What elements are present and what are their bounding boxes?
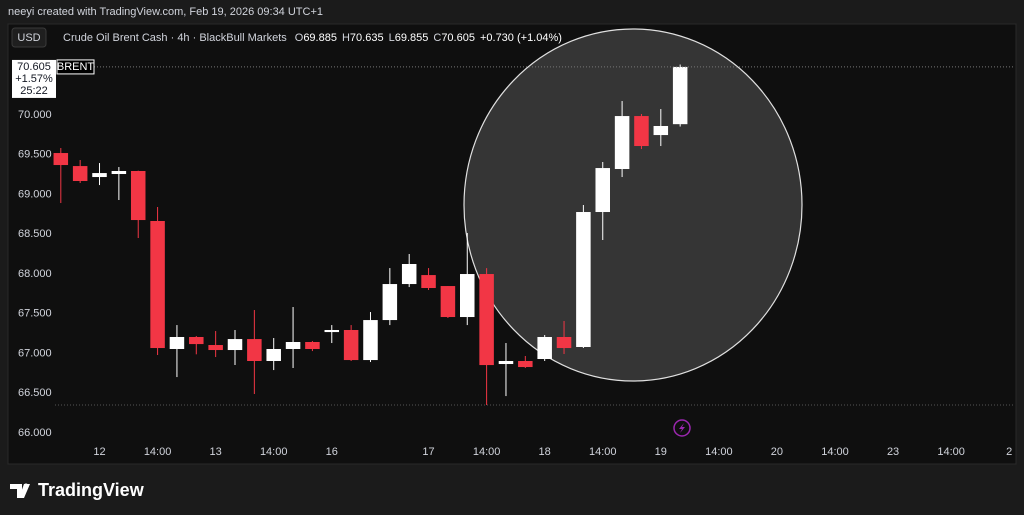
- candle-body: [266, 348, 281, 361]
- symbol-legend: Crude Oil Brent Cash · 4h · BlackBull Ma…: [63, 32, 562, 44]
- candle-body: [363, 320, 378, 361]
- symbol-tag: BRENT: [57, 61, 95, 73]
- candle-body: [189, 336, 204, 345]
- ohlc-value: 70.635: [350, 32, 384, 44]
- x-tick-label: 14:00: [144, 446, 172, 458]
- candle-body: [208, 345, 223, 351]
- candle-body: [614, 116, 630, 170]
- candle-body: [343, 329, 359, 361]
- candle-body: [576, 212, 591, 348]
- x-tick-label: 20: [771, 446, 783, 458]
- price-tag-value: 70.605: [17, 61, 51, 73]
- candle-body: [537, 336, 552, 360]
- event-icon[interactable]: [673, 419, 691, 437]
- candle-body: [247, 339, 262, 361]
- x-tick-label: 19: [655, 446, 667, 458]
- y-tick-label: 67.000: [18, 347, 52, 359]
- price-tag-change: +1.57%: [15, 73, 53, 85]
- event-bolt: [679, 423, 685, 433]
- x-tick-label: 14:00: [589, 446, 617, 458]
- candle-body: [130, 170, 146, 221]
- ohlc-value: 69.855: [395, 32, 429, 44]
- chart-pane: [7, 23, 1017, 465]
- candle-body: [479, 274, 494, 366]
- candle-body: [498, 361, 514, 365]
- ohlc-letter: O: [295, 32, 304, 44]
- candle-body: [53, 153, 69, 166]
- x-tick-label: 2: [1006, 446, 1012, 458]
- candle-body: [169, 336, 185, 349]
- currency-box[interactable]: [11, 27, 47, 48]
- x-tick-label: 23: [887, 446, 899, 458]
- change: +0.730 (+1.04%): [480, 32, 562, 44]
- ohlc-letter: C: [433, 32, 441, 44]
- candle-body: [92, 173, 107, 178]
- highlight-circle: [463, 28, 803, 382]
- x-tick-label: 14:00: [260, 446, 288, 458]
- x-tick-label: 14:00: [705, 446, 733, 458]
- x-tick-label: 13: [210, 446, 222, 458]
- ohlc-letter: L: [389, 32, 395, 44]
- attribution: neeyi created with TradingView.com, Feb …: [8, 6, 323, 18]
- price-tag-box: [12, 59, 56, 98]
- candle-body: [382, 284, 398, 321]
- logo-text: TradingView: [38, 480, 145, 500]
- ohlc-letter: H: [342, 32, 350, 44]
- candle-body: [72, 166, 88, 182]
- ohlc-value: 70.605: [441, 32, 475, 44]
- ohlc-value: 69.885: [303, 32, 337, 44]
- y-tick-label: 66.500: [18, 387, 52, 399]
- candle-body: [421, 275, 436, 289]
- x-tick-label: 18: [539, 446, 551, 458]
- x-tick-label: 14:00: [821, 446, 849, 458]
- currency[interactable]: USD: [17, 32, 40, 44]
- price-tag-countdown: 25:22: [20, 85, 48, 97]
- y-tick-label: 68.000: [18, 268, 52, 280]
- symbol-tag-box: [56, 59, 95, 75]
- symbol: Crude Oil Brent Cash · 4h · BlackBull Ma…: [63, 32, 287, 44]
- candle-body: [401, 264, 417, 285]
- x-tick-label: 17: [422, 446, 434, 458]
- logo-dot: [23, 483, 29, 489]
- candle-body: [595, 168, 610, 213]
- y-tick-label: 70.000: [18, 109, 52, 121]
- candle-body: [653, 125, 669, 136]
- candle-body: [150, 220, 165, 349]
- candle-body: [634, 116, 649, 147]
- candle-body: [285, 341, 301, 349]
- candle-body: [460, 274, 475, 318]
- x-tick-label: 14:00: [937, 446, 965, 458]
- x-tick-label: 12: [93, 446, 105, 458]
- candle-body: [227, 339, 243, 351]
- y-tick-label: 69.000: [18, 188, 52, 200]
- candle-body: [518, 361, 533, 368]
- x-tick-label: 14:00: [473, 446, 501, 458]
- y-tick-label: 68.500: [18, 228, 52, 240]
- y-tick-label: 69.500: [18, 149, 52, 161]
- y-tick-label: 67.500: [18, 308, 52, 320]
- candle-body: [440, 286, 456, 318]
- y-tick-label: 66.000: [18, 427, 52, 439]
- candle-body: [305, 341, 320, 349]
- candle-body: [556, 336, 572, 349]
- candle-body: [672, 66, 688, 125]
- candle-body: [324, 329, 340, 333]
- candle-body: [111, 170, 127, 175]
- x-tick-label: 16: [326, 446, 338, 458]
